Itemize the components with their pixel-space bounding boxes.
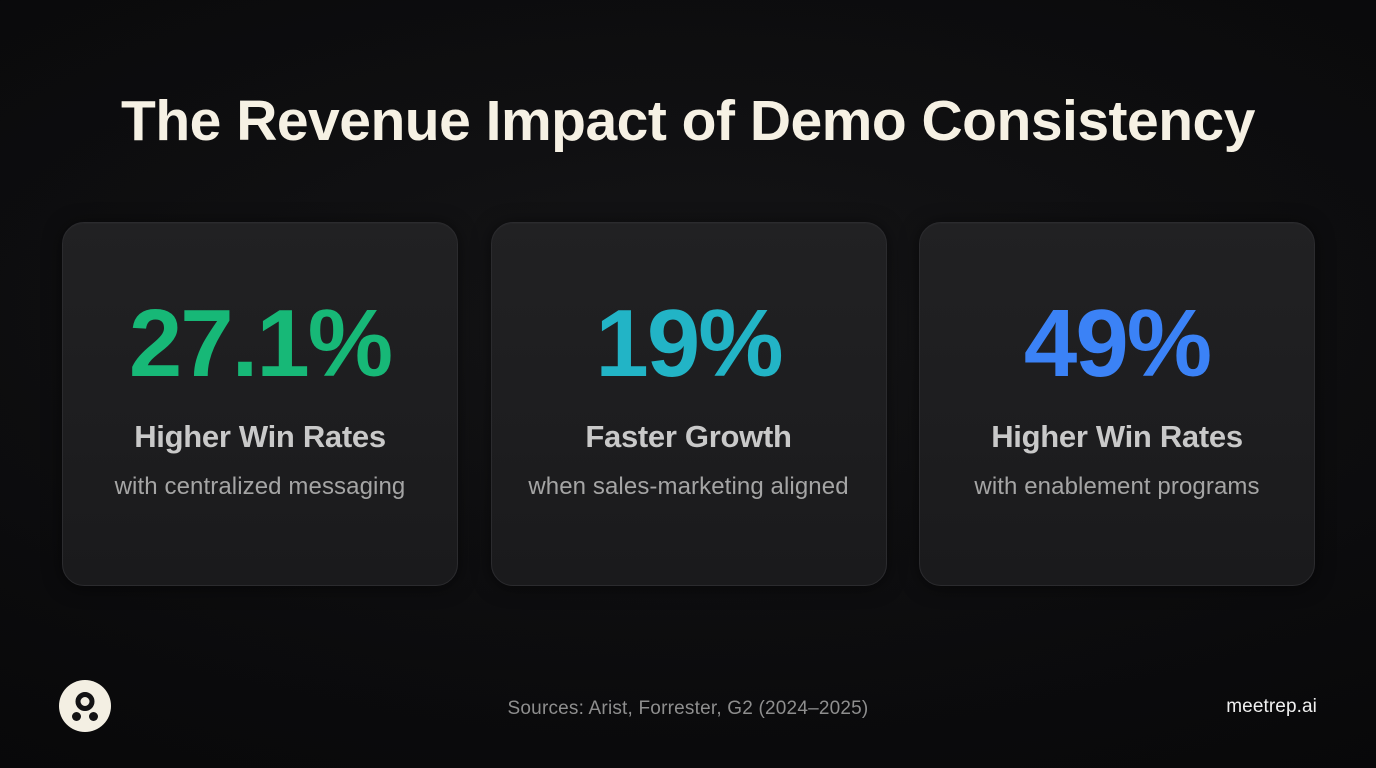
stat-headline: Faster Growth (585, 419, 792, 455)
logo-ring-icon (75, 692, 95, 711)
stat-subtext: when sales-marketing aligned (528, 473, 849, 501)
page-title: The Revenue Impact of Demo Consistency (121, 89, 1255, 154)
sources-caption: Sources: Arist, Forrester, G2 (2024–2025… (507, 698, 869, 719)
logo-dot-right-icon (89, 712, 98, 721)
stat-card: 49% Higher Win Rates with enablement pro… (919, 222, 1315, 586)
stat-value: 27.1% (128, 290, 393, 398)
stat-headline: Higher Win Rates (991, 419, 1243, 455)
stat-card: 19% Faster Growth when sales-marketing a… (490, 222, 887, 586)
footer: Sources: Arist, Forrester, G2 (2024–2025… (0, 648, 1376, 768)
stat-subtext: with centralized messaging (114, 473, 406, 501)
meetrep-circle-logo-icon (59, 680, 111, 732)
stat-subtext: with enablement programs (974, 473, 1260, 501)
stat-headline: Higher Win Rates (134, 419, 386, 455)
brand-wordmark: meetrep.ai (1226, 696, 1317, 717)
stat-value: 49% (1023, 290, 1212, 398)
logo-dot-left-icon (72, 712, 81, 721)
stat-card: 27.1% Higher Win Rates with centralized … (62, 222, 458, 586)
stat-value: 19% (595, 290, 783, 398)
stat-card-row: 27.1% Higher Win Rates with centralized … (62, 222, 1315, 586)
